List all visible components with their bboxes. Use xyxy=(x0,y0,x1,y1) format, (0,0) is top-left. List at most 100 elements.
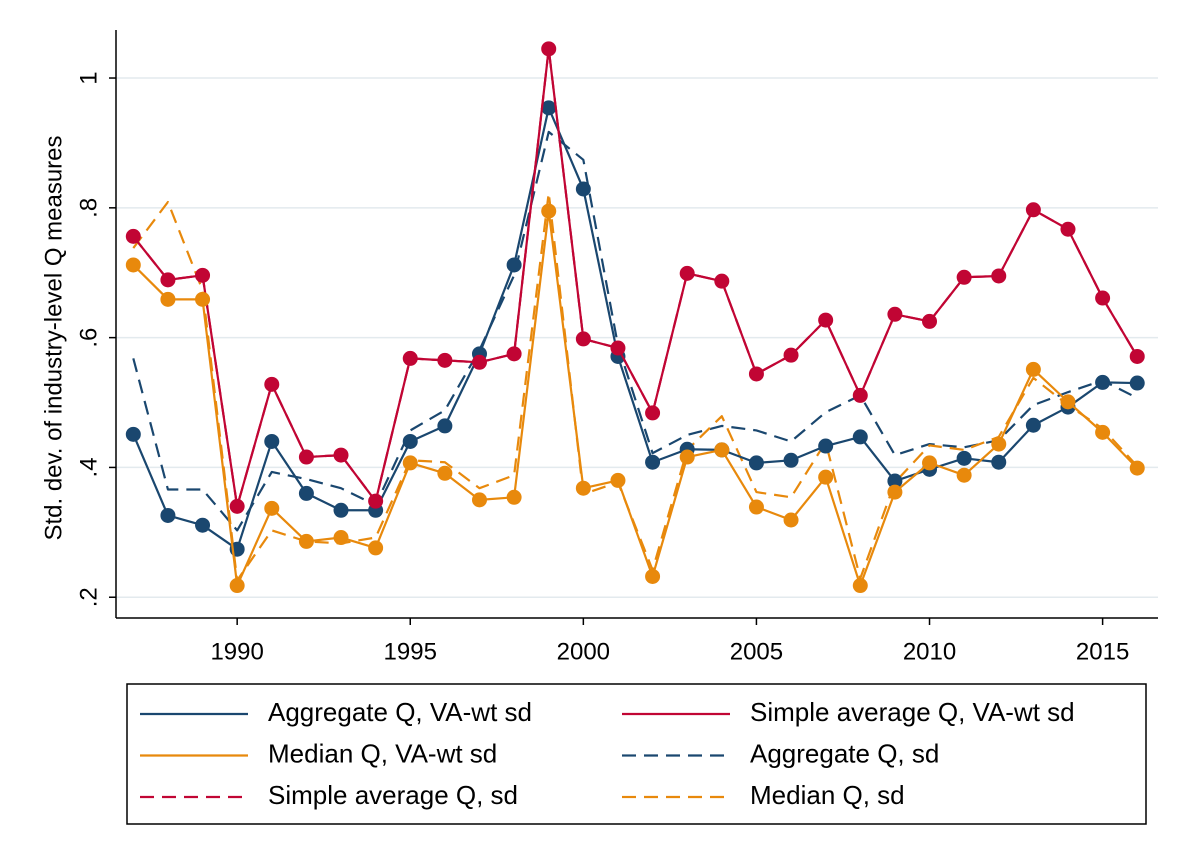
marker xyxy=(956,467,972,483)
legend-label: Simple average Q, sd xyxy=(268,780,518,810)
marker xyxy=(1095,290,1111,306)
marker xyxy=(922,455,938,471)
marker xyxy=(1025,417,1041,433)
marker xyxy=(402,433,418,449)
series-line xyxy=(132,209,1139,587)
marker xyxy=(645,405,661,421)
legend-label: Median Q, VA-wt sd xyxy=(268,738,497,768)
marker xyxy=(506,346,522,362)
marker xyxy=(645,454,661,470)
marker xyxy=(541,41,557,57)
marker xyxy=(783,452,799,468)
marker xyxy=(506,489,522,505)
marker xyxy=(160,291,176,307)
marker xyxy=(229,578,245,594)
marker xyxy=(575,480,591,496)
marker xyxy=(783,512,799,528)
marker xyxy=(1129,348,1145,364)
x-tick-label: 2000 xyxy=(557,638,610,665)
marker xyxy=(264,433,280,449)
marker xyxy=(748,499,764,515)
marker xyxy=(1095,424,1111,440)
marker xyxy=(1060,394,1076,410)
marker xyxy=(264,376,280,392)
marker xyxy=(1129,460,1145,476)
marker xyxy=(1025,202,1041,218)
marker xyxy=(298,449,314,465)
marker xyxy=(125,257,141,273)
marker xyxy=(818,438,834,454)
marker xyxy=(333,530,349,546)
marker xyxy=(160,507,176,523)
marker xyxy=(645,568,661,584)
marker xyxy=(506,257,522,273)
marker xyxy=(887,306,903,322)
legend-label: Aggregate Q, VA-wt sd xyxy=(268,697,532,727)
marker xyxy=(333,502,349,518)
marker xyxy=(437,352,453,368)
marker xyxy=(1025,361,1041,377)
marker xyxy=(991,436,1007,452)
x-tick-label: 2010 xyxy=(903,638,956,665)
marker xyxy=(229,498,245,514)
y-tick-label: 1 xyxy=(75,71,102,84)
marker xyxy=(748,455,764,471)
marker xyxy=(956,269,972,285)
x-tick-label: 2005 xyxy=(730,638,783,665)
y-tick-label: .4 xyxy=(75,457,102,477)
marker xyxy=(852,387,868,403)
marker xyxy=(991,268,1007,284)
legend-label: Median Q, sd xyxy=(750,780,905,810)
marker xyxy=(125,426,141,442)
marker xyxy=(195,291,211,307)
marker xyxy=(818,312,834,328)
marker xyxy=(195,267,211,283)
series-line xyxy=(132,130,1138,532)
marker xyxy=(402,350,418,366)
marker xyxy=(541,203,557,219)
marker xyxy=(195,517,211,533)
x-tick-label: 1990 xyxy=(210,638,263,665)
x-tick-label: 2015 xyxy=(1076,638,1129,665)
marker xyxy=(679,449,695,465)
legend-box xyxy=(126,683,1147,825)
marker xyxy=(125,228,141,244)
y-tick-label: .2 xyxy=(75,587,102,607)
marker xyxy=(956,450,972,466)
marker xyxy=(887,473,903,489)
marker xyxy=(714,273,730,289)
marker xyxy=(368,540,384,556)
x-tick-label: 1995 xyxy=(384,638,437,665)
legend-label: Aggregate Q, sd xyxy=(750,738,939,768)
marker xyxy=(852,578,868,594)
marker xyxy=(922,313,938,329)
marker xyxy=(852,429,868,445)
y-tick-label: .6 xyxy=(75,328,102,348)
marker xyxy=(714,442,730,458)
marker xyxy=(541,100,557,116)
marker xyxy=(748,366,764,382)
marker xyxy=(575,331,591,347)
marker xyxy=(887,484,903,500)
marker xyxy=(333,447,349,463)
marker xyxy=(1129,375,1145,391)
marker xyxy=(160,272,176,288)
marker xyxy=(610,340,626,356)
marker xyxy=(679,265,695,281)
y-axis-label: Std. dev. of industry-level Q measures xyxy=(40,135,67,540)
marker xyxy=(437,418,453,434)
marker xyxy=(264,500,280,516)
marker xyxy=(1060,221,1076,237)
marker xyxy=(818,469,834,485)
marker xyxy=(298,533,314,549)
marker xyxy=(1095,374,1111,390)
marker xyxy=(437,465,453,481)
marker xyxy=(402,455,418,471)
marker xyxy=(783,347,799,363)
marker xyxy=(575,181,591,197)
marker xyxy=(298,485,314,501)
marker xyxy=(610,472,626,488)
y-tick-label: .8 xyxy=(75,198,102,218)
